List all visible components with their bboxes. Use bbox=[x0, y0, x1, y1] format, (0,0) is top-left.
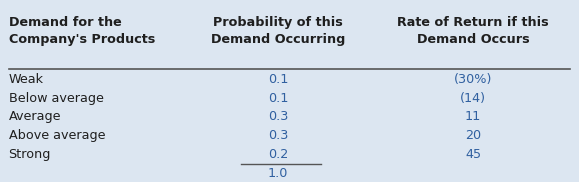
Text: Rate of Return if this
Demand Occurs: Rate of Return if this Demand Occurs bbox=[397, 16, 549, 46]
Text: 0.1: 0.1 bbox=[268, 92, 288, 105]
Text: (30%): (30%) bbox=[454, 73, 492, 86]
Text: Strong: Strong bbox=[9, 148, 51, 161]
Text: Demand for the
Company's Products: Demand for the Company's Products bbox=[9, 16, 155, 46]
Text: Weak: Weak bbox=[9, 73, 43, 86]
Text: Below average: Below average bbox=[9, 92, 104, 105]
Text: (14): (14) bbox=[460, 92, 486, 105]
Text: 0.3: 0.3 bbox=[268, 129, 288, 142]
Text: 0.2: 0.2 bbox=[268, 148, 288, 161]
Text: Probability of this
Demand Occurring: Probability of this Demand Occurring bbox=[211, 16, 345, 46]
Text: Above average: Above average bbox=[9, 129, 105, 142]
Text: 45: 45 bbox=[465, 148, 481, 161]
Text: 0.3: 0.3 bbox=[268, 110, 288, 124]
Text: Average: Average bbox=[9, 110, 61, 124]
Text: 20: 20 bbox=[465, 129, 481, 142]
Text: 11: 11 bbox=[465, 110, 481, 124]
Text: 1.0: 1.0 bbox=[268, 167, 288, 180]
Text: 0.1: 0.1 bbox=[268, 73, 288, 86]
